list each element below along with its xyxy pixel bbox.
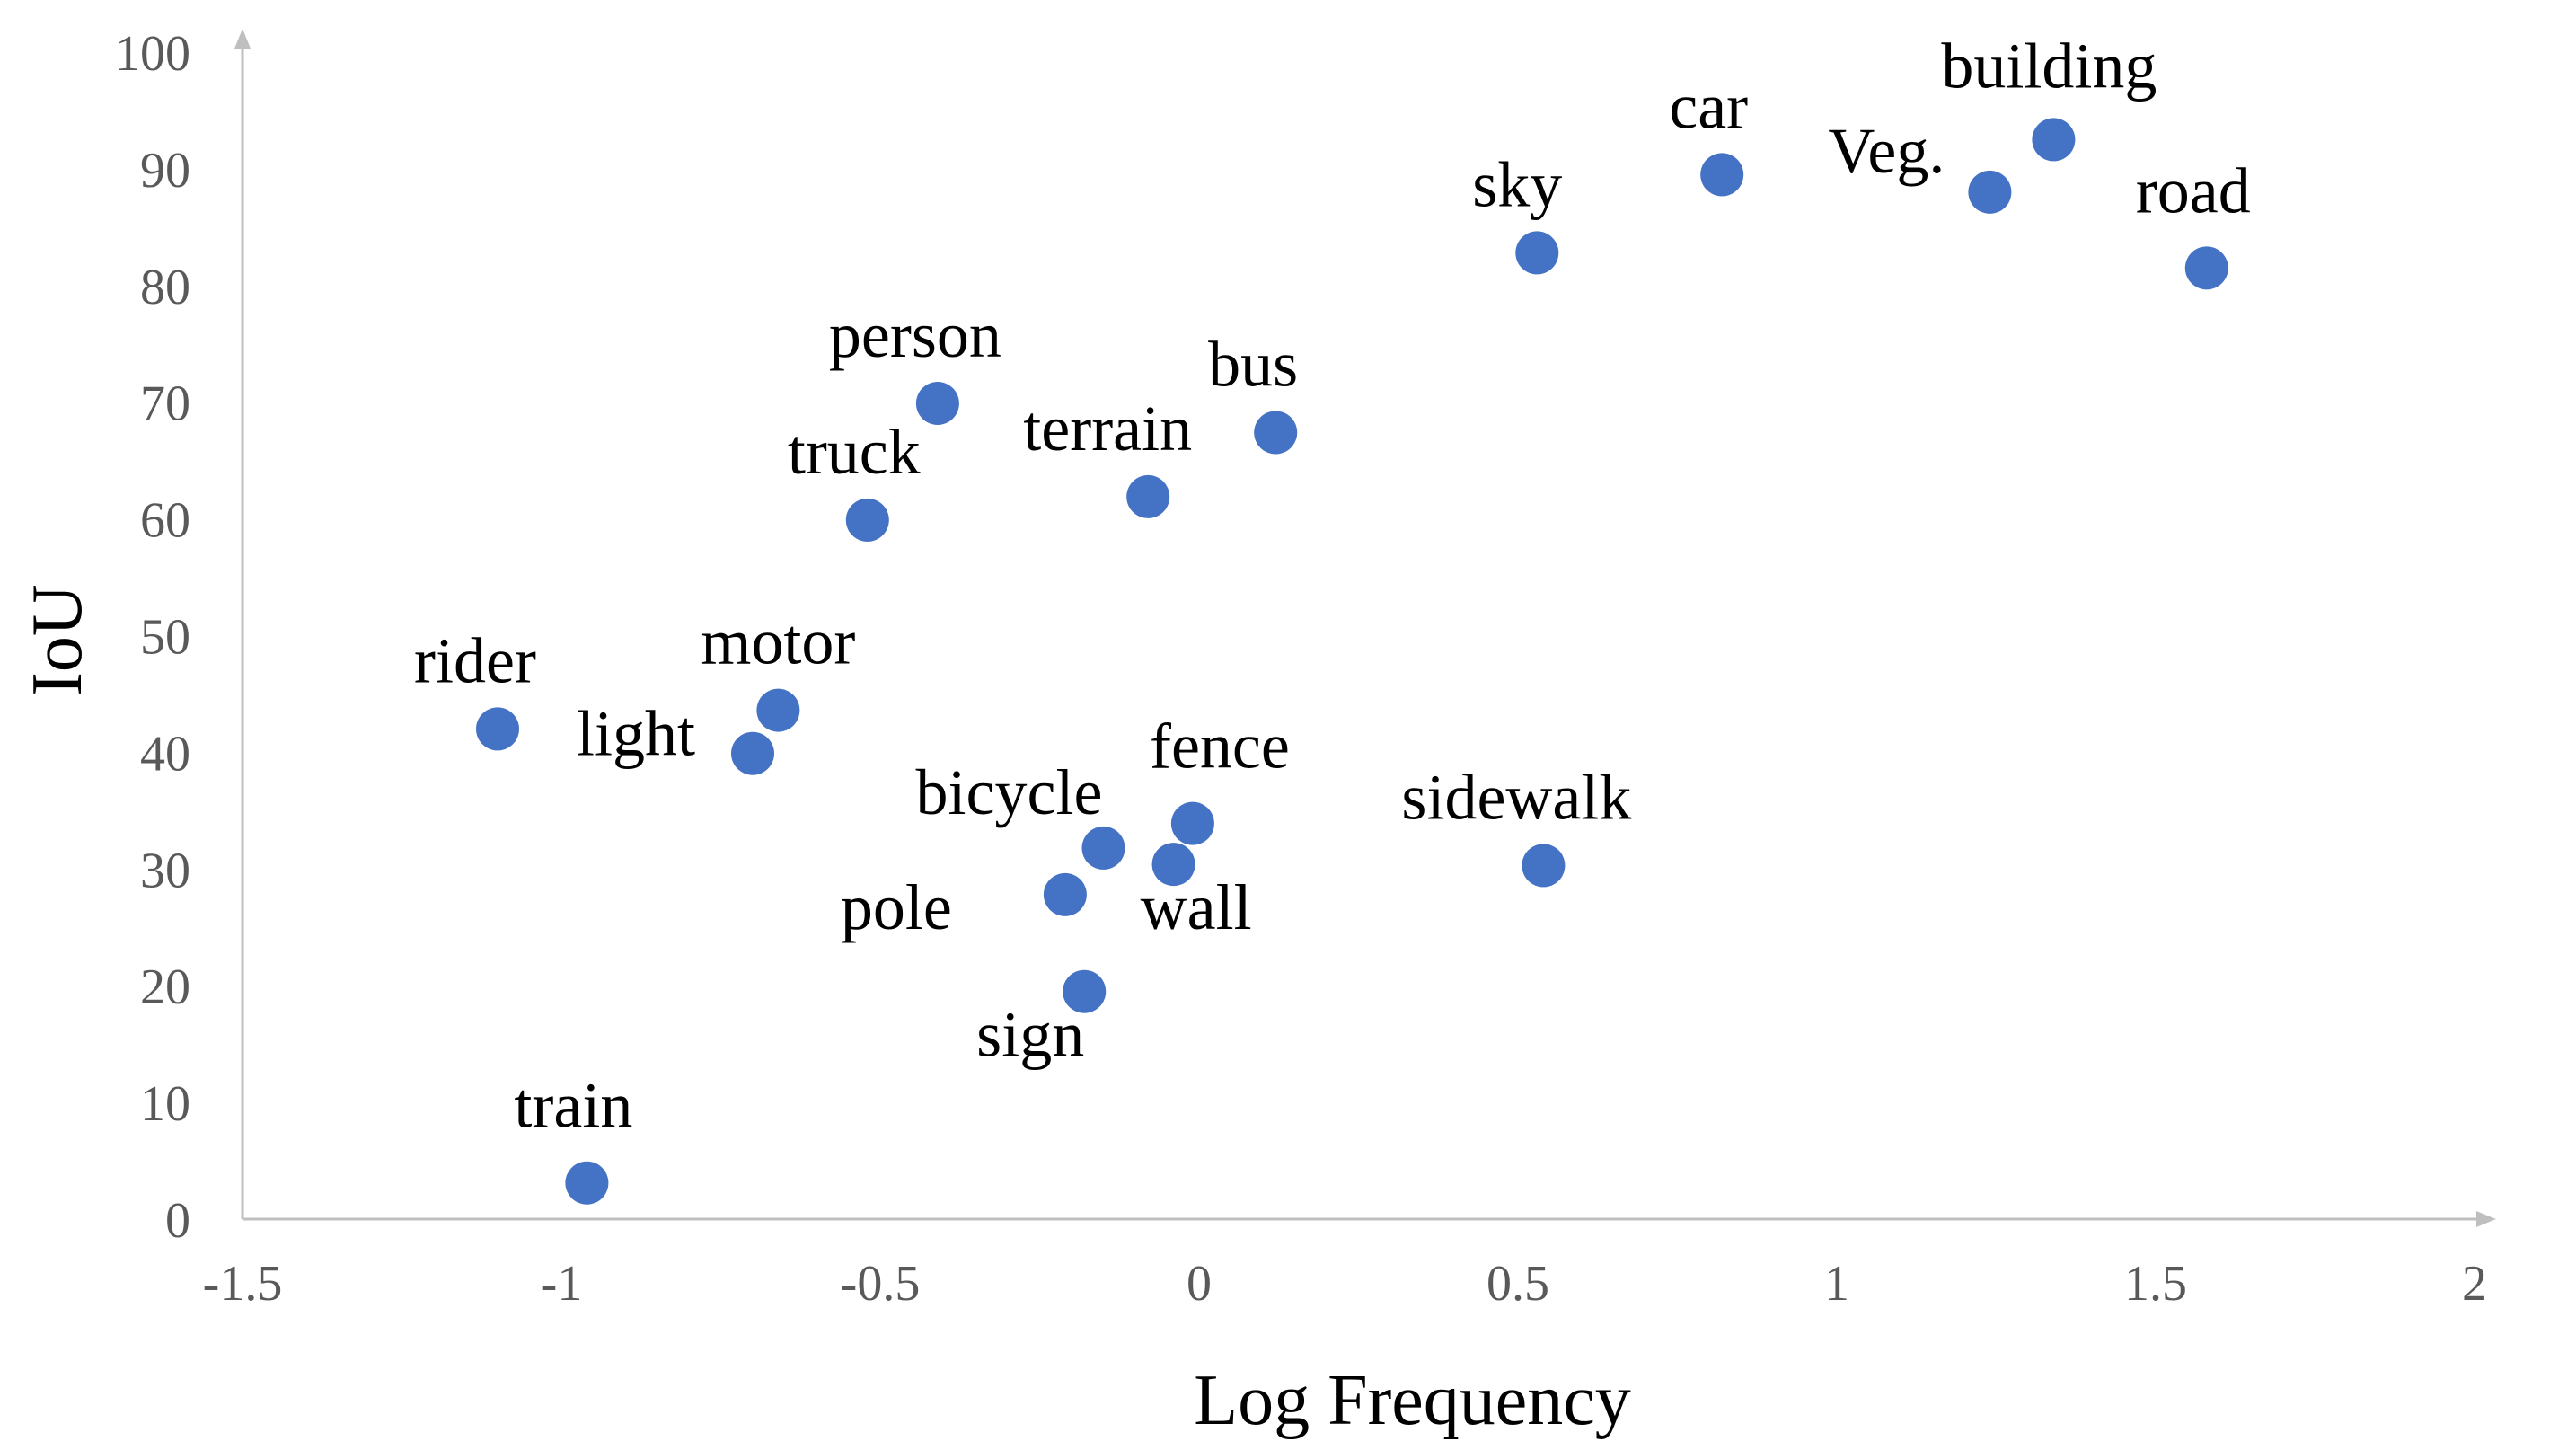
y-axis-title: IoU	[18, 584, 97, 695]
y-tick-label: 0	[165, 1193, 190, 1249]
data-point-veg	[1968, 170, 2012, 214]
data-point-bus	[1254, 411, 1298, 455]
y-tick-label: 100	[115, 26, 190, 82]
data-point-bicycle	[1081, 826, 1125, 870]
y-tick-label: 60	[140, 493, 190, 549]
point-label-bicycle: bicycle	[916, 756, 1103, 828]
point-label-terrain: terrain	[1023, 393, 1192, 464]
point-label-light: light	[577, 698, 695, 770]
x-tick-label: 0	[1187, 1256, 1212, 1312]
point-label-road: road	[2136, 155, 2251, 226]
y-axis-arrow	[234, 29, 251, 49]
point-label-building: building	[1941, 30, 2157, 102]
data-point-building	[2032, 118, 2076, 162]
y-tick-label: 80	[140, 260, 190, 315]
x-tick-label: -0.5	[841, 1256, 921, 1312]
point-label-truck: truck	[788, 416, 921, 488]
data-points	[476, 118, 2228, 1205]
tick-labels: -1.5 -1 -0.5 0 0.5 1 1.5 2010203040506070809010…	[115, 26, 2487, 1312]
x-axis-title: Log Frequency	[1194, 1361, 1631, 1440]
data-point-wall	[1151, 843, 1195, 887]
point-label-veg: Veg.	[1828, 115, 1945, 187]
point-label-pole: pole	[841, 871, 952, 943]
y-tick-label: 70	[140, 376, 190, 432]
x-tick-label: 1.5	[2124, 1256, 2187, 1312]
y-tick-label: 20	[140, 959, 190, 1015]
data-point-car	[1700, 153, 1744, 197]
x-tick-label: 2	[2462, 1256, 2487, 1312]
point-label-motor: motor	[701, 606, 855, 678]
x-tick-label: 1	[1824, 1256, 1849, 1312]
y-tick-label: 50	[140, 610, 190, 666]
point-label-sidewalk: sidewalk	[1401, 761, 1631, 833]
data-point-sidewalk	[1522, 844, 1566, 888]
y-tick-label: 10	[140, 1076, 190, 1132]
y-tick-label: 90	[140, 143, 190, 199]
x-tick-label: -1	[541, 1256, 583, 1312]
data-point-light	[731, 731, 774, 775]
point-label-fence: fence	[1150, 711, 1290, 782]
data-point-truck	[845, 498, 889, 542]
point-label-train: train	[514, 1070, 632, 1142]
x-tick-label: 0.5	[1486, 1256, 1549, 1312]
data-point-road	[2184, 246, 2228, 290]
point-label-car: car	[1669, 70, 1748, 142]
data-point-terrain	[1126, 474, 1170, 518]
point-label-person: person	[829, 299, 1001, 371]
axes	[234, 29, 2496, 1227]
data-point-sky	[1515, 231, 1559, 275]
data-point-fence	[1170, 801, 1214, 845]
x-axis-arrow	[2476, 1211, 2496, 1227]
data-point-sign	[1063, 969, 1107, 1013]
point-label-rider: rider	[414, 624, 536, 696]
x-tick-label: -1.5	[203, 1256, 283, 1312]
data-point-pole	[1043, 872, 1087, 916]
point-label-wall: wall	[1141, 871, 1252, 943]
data-point-motor	[756, 688, 800, 732]
data-point-rider	[476, 707, 519, 751]
data-point-train	[565, 1161, 609, 1205]
point-label-sky: sky	[1472, 148, 1562, 220]
data-point-person	[915, 381, 959, 425]
point-label-bus: bus	[1208, 328, 1298, 400]
point-label-sign: sign	[976, 999, 1084, 1071]
y-tick-label: 40	[140, 726, 190, 782]
y-tick-label: 30	[140, 843, 190, 898]
